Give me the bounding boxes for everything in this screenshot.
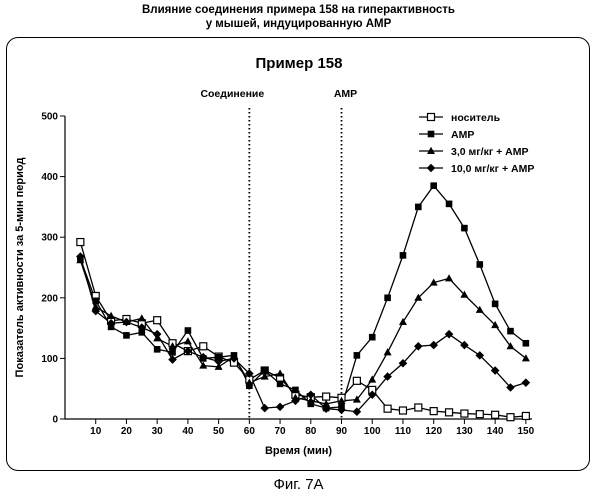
series-2-point bbox=[184, 337, 192, 344]
x-tick-label: 120 bbox=[425, 426, 442, 437]
series-1-point bbox=[400, 252, 407, 259]
series-2-point bbox=[276, 369, 284, 376]
x-tick-label: 110 bbox=[395, 426, 412, 437]
series-1-point bbox=[277, 381, 284, 388]
series-1-point bbox=[154, 346, 161, 353]
legend-marker-3 bbox=[427, 164, 436, 173]
series-3-point bbox=[445, 330, 454, 339]
legend-label: 10,0 мг/кг + AMP bbox=[451, 163, 534, 175]
series-1-point bbox=[169, 349, 176, 356]
series-2-point bbox=[199, 361, 207, 368]
series-2-point bbox=[445, 274, 453, 281]
chart-plot: Пример 158 0 100 200 300 400 500 10 20 30 40 50 60 70… bbox=[7, 38, 591, 472]
series-1-point bbox=[446, 201, 453, 208]
series-1-point bbox=[369, 334, 376, 341]
series-1-point bbox=[492, 301, 499, 308]
series-0-point bbox=[154, 317, 161, 324]
x-tick-label: 140 bbox=[487, 426, 504, 437]
series-3-point bbox=[168, 355, 177, 364]
y-tick-label: 500 bbox=[41, 112, 58, 123]
series-0-point bbox=[323, 393, 330, 400]
legend-label: носитель bbox=[451, 112, 501, 124]
series-0-point bbox=[461, 410, 468, 417]
series-1-point bbox=[461, 225, 468, 232]
series-0-point bbox=[430, 408, 437, 415]
x-tick-label: 60 bbox=[244, 426, 256, 437]
x-tick-label: 50 bbox=[213, 426, 225, 437]
x-tick-label: 150 bbox=[518, 426, 535, 437]
series-line-1 bbox=[80, 186, 526, 408]
x-tick-label: 20 bbox=[121, 426, 133, 437]
series-0-point bbox=[384, 405, 391, 412]
chart-header-line2: у мышей, индуцированную AMP bbox=[0, 17, 597, 31]
chart-frame: Пример 158 0 100 200 300 400 500 10 20 30 40 50 60 70… bbox=[6, 37, 590, 471]
figure-caption: Фиг. 7А bbox=[0, 476, 597, 493]
y-axis-label: Показатель активности за 5-мин период bbox=[14, 158, 26, 378]
series-1-point bbox=[507, 328, 514, 335]
series-1-point bbox=[185, 327, 192, 334]
series-1-point bbox=[384, 295, 391, 302]
y-tick-label: 200 bbox=[41, 293, 58, 304]
series-0-point bbox=[399, 407, 406, 414]
chart-header-line1: Влияние соединения примера 158 на гипера… bbox=[0, 3, 597, 17]
series-line-3 bbox=[80, 257, 526, 412]
x-tick-label: 100 bbox=[364, 426, 381, 437]
series-0-point bbox=[77, 239, 84, 246]
y-tick-label: 400 bbox=[41, 172, 58, 183]
series-3-point bbox=[260, 404, 269, 413]
series-0-point bbox=[415, 404, 422, 411]
series-1-point bbox=[430, 182, 437, 189]
x-tick-label: 130 bbox=[456, 426, 473, 437]
series-2-point bbox=[384, 348, 392, 355]
series-2-point bbox=[368, 375, 376, 382]
legend-marker-1 bbox=[428, 131, 435, 138]
x-tick-label: 40 bbox=[182, 426, 194, 437]
legend-label: 3,0 мг/кг + AMP bbox=[451, 146, 529, 158]
series-1-point bbox=[415, 204, 422, 211]
annotation-label: Соединение bbox=[200, 88, 264, 100]
series-1-point bbox=[292, 387, 299, 394]
series-2-point bbox=[522, 354, 530, 361]
annotation-label: AMP bbox=[334, 88, 357, 100]
series-3-point bbox=[522, 378, 531, 387]
x-tick-label: 30 bbox=[152, 426, 164, 437]
series-1-point bbox=[523, 340, 530, 347]
y-tick-label: 300 bbox=[41, 233, 58, 244]
series-1-point bbox=[476, 261, 483, 268]
series-3-point bbox=[460, 341, 469, 350]
series-3-point bbox=[153, 330, 162, 339]
chart-title: Пример 158 bbox=[256, 55, 343, 72]
x-tick-label: 90 bbox=[336, 426, 348, 437]
series-3-point bbox=[276, 403, 285, 412]
series-0-point bbox=[507, 414, 514, 421]
series-line-2 bbox=[80, 260, 526, 404]
series-0-point bbox=[522, 412, 529, 419]
series-1-point bbox=[123, 332, 130, 339]
series-3-point bbox=[429, 341, 438, 350]
series-0-point bbox=[200, 343, 207, 350]
series-0-point bbox=[492, 411, 499, 418]
series-0-point bbox=[476, 411, 483, 418]
series-2-point bbox=[138, 314, 146, 321]
series-0-point bbox=[353, 377, 360, 384]
x-tick-label: 70 bbox=[275, 426, 287, 437]
x-tick-label: 10 bbox=[90, 426, 102, 437]
y-tick-label: 100 bbox=[41, 354, 58, 365]
series-1-point bbox=[354, 352, 361, 359]
y-tick-label: 0 bbox=[52, 415, 58, 426]
x-axis-label: Время (мин) bbox=[265, 445, 332, 457]
x-tick-label: 80 bbox=[305, 426, 317, 437]
series-2-point bbox=[399, 318, 407, 325]
legend-marker-0 bbox=[428, 114, 435, 121]
legend-label: AMP bbox=[451, 129, 474, 141]
series-0-point bbox=[446, 409, 453, 416]
